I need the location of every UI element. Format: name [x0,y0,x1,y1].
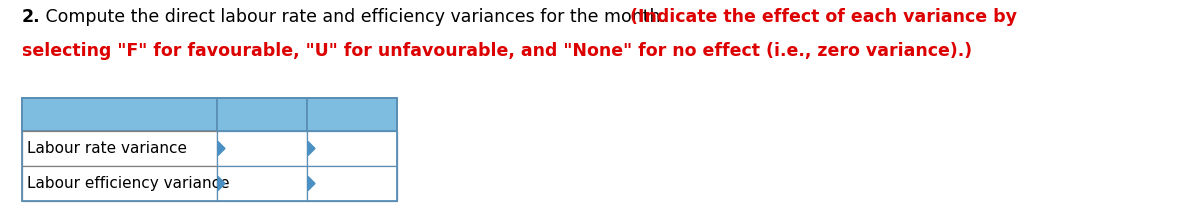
Text: Labour rate variance: Labour rate variance [28,141,187,156]
Bar [307,98,397,131]
Bar [22,98,217,131]
Bar [307,131,397,166]
Polygon shape [218,141,226,156]
Bar [307,166,397,201]
Polygon shape [308,176,314,191]
Text: Labour efficiency variance: Labour efficiency variance [28,176,229,191]
Text: 2.: 2. [22,8,41,26]
Bar [217,131,307,166]
Text: selecting "F" for favourable, "U" for unfavourable, and "None" for no effect (i.: selecting "F" for favourable, "U" for un… [22,42,972,60]
Bar [22,166,217,201]
Bar [217,166,307,201]
Bar [217,98,307,131]
Text: (Indicate the effect of each variance by: (Indicate the effect of each variance by [630,8,1018,26]
Polygon shape [308,141,314,156]
Bar [22,131,217,166]
Polygon shape [218,176,226,191]
Text: Compute the direct labour rate and efficiency variances for the month.: Compute the direct labour rate and effic… [40,8,672,26]
Bar [22,98,397,201]
